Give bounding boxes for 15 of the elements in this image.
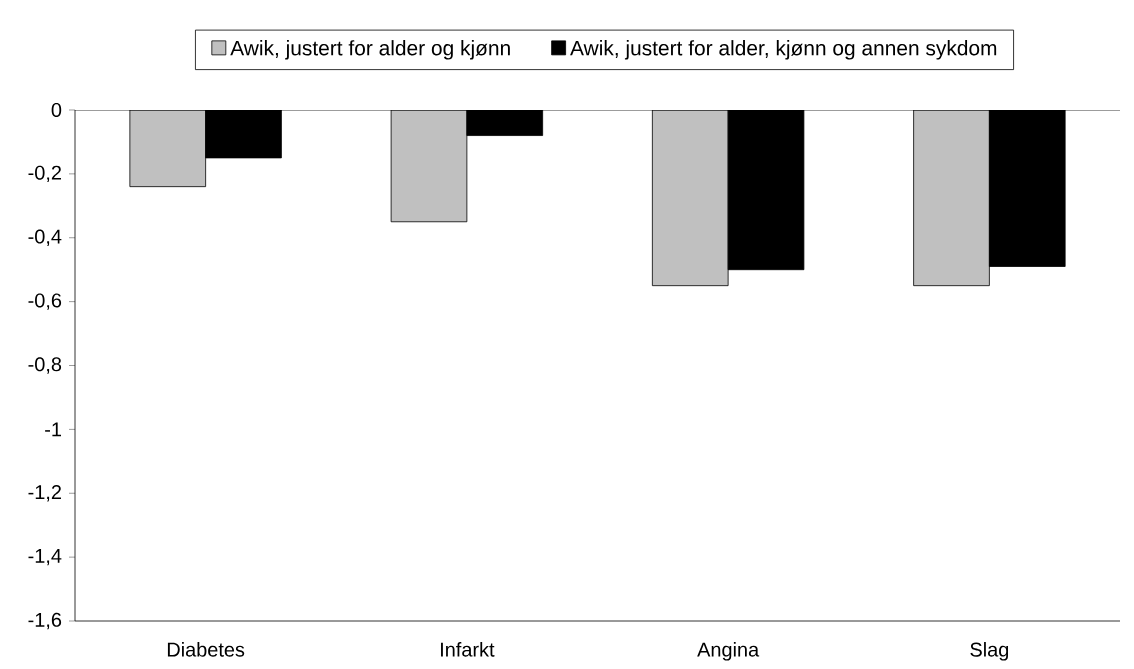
- x-tick-label: Infarkt: [441, 642, 495, 657]
- x-tick-label: Angina: [697, 642, 760, 661]
- y-tick-label: -0,2: [28, 165, 61, 183]
- y-tick-label: 0: [51, 102, 62, 118]
- legend-label: Awik, justert for alder og kjønn: [230, 40, 510, 60]
- y-tick-label: -0,4: [28, 229, 62, 246]
- y-tick-label: -1,2: [28, 485, 61, 502]
- x-tick-label: Diabetes: [167, 642, 245, 657]
- x-tick-label: Slag: [970, 642, 1009, 661]
- y-tick-label: -1,6: [28, 612, 62, 630]
- y-tick-label: -0,8: [28, 357, 62, 374]
- y-tick-label: -1: [45, 422, 61, 437]
- y-tick-label: -1,4: [28, 548, 62, 566]
- y-tick-label: -0,6: [28, 293, 62, 310]
- legend-label: Awik, justert for alder, kjønn og annen sykdom: [570, 40, 997, 60]
